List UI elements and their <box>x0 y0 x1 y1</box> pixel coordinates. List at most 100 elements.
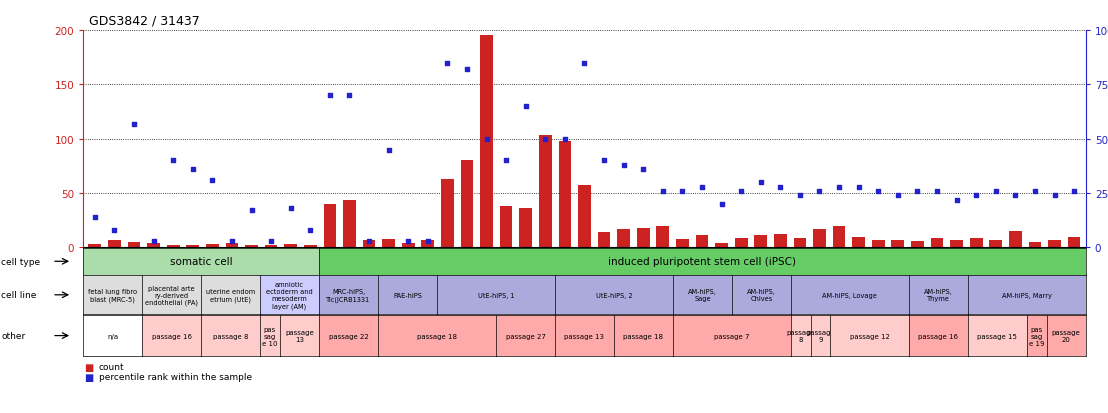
Bar <box>245 246 258 248</box>
Point <box>556 136 574 143</box>
Bar <box>421 240 434 248</box>
Point <box>987 188 1005 195</box>
Text: passage 8: passage 8 <box>213 333 248 339</box>
Bar <box>402 243 414 248</box>
Point <box>516 104 534 110</box>
Bar <box>755 236 767 248</box>
Point <box>399 238 417 244</box>
Point <box>340 93 358 99</box>
Text: amniotic
ectoderm and
mesoderm
layer (AM): amniotic ectoderm and mesoderm layer (AM… <box>266 281 312 309</box>
Bar <box>127 242 141 248</box>
Bar <box>1028 242 1042 248</box>
Point <box>732 188 750 195</box>
Text: cell type: cell type <box>1 257 40 266</box>
Text: passage
13: passage 13 <box>285 329 314 342</box>
Text: passage 18: passage 18 <box>417 333 456 339</box>
Text: passage 16: passage 16 <box>152 333 192 339</box>
Text: pas
sag
e 10: pas sag e 10 <box>263 326 278 346</box>
Text: UtE-hiPS, 2: UtE-hiPS, 2 <box>596 292 633 298</box>
Bar <box>304 246 317 248</box>
Bar <box>813 229 825 248</box>
Text: PAE-hiPS: PAE-hiPS <box>393 292 422 298</box>
Bar <box>637 228 649 248</box>
Bar <box>892 240 904 248</box>
Text: passage 22: passage 22 <box>329 333 368 339</box>
Text: passage 18: passage 18 <box>624 333 664 339</box>
Bar <box>343 200 356 248</box>
Bar <box>735 238 748 248</box>
Point <box>478 136 495 143</box>
Point <box>145 238 163 244</box>
Text: passage 16: passage 16 <box>919 333 958 339</box>
Point <box>850 184 868 190</box>
Point <box>105 227 123 234</box>
Bar <box>265 246 277 248</box>
Text: other: other <box>1 331 25 340</box>
Bar <box>324 204 336 248</box>
Point <box>125 121 143 128</box>
Bar <box>617 229 630 248</box>
Point <box>439 60 456 67</box>
Point <box>791 192 809 199</box>
Bar <box>362 240 376 248</box>
Text: percentile rank within the sample: percentile rank within the sample <box>99 372 252 381</box>
Bar <box>951 240 963 248</box>
Point <box>1026 188 1044 195</box>
Point <box>419 238 437 244</box>
Text: cell line: cell line <box>1 291 37 299</box>
Text: AM-hiPS,
Sage: AM-hiPS, Sage <box>688 289 717 301</box>
Point <box>380 147 398 154</box>
Bar <box>206 244 218 248</box>
Text: GDS3842 / 31437: GDS3842 / 31437 <box>89 14 199 27</box>
Bar <box>500 206 513 248</box>
Point <box>967 192 985 199</box>
Bar <box>970 238 983 248</box>
Text: somatic cell: somatic cell <box>170 256 233 267</box>
Bar <box>186 246 199 248</box>
Bar <box>89 244 101 248</box>
Bar <box>109 240 121 248</box>
Point <box>1006 192 1024 199</box>
Text: passage 27: passage 27 <box>505 333 545 339</box>
Bar <box>520 209 532 248</box>
Point <box>771 184 789 190</box>
Bar <box>774 235 787 248</box>
Point <box>615 162 633 169</box>
Bar <box>833 226 845 248</box>
Text: pas
sag
e 19: pas sag e 19 <box>1029 326 1045 346</box>
Text: passage
20: passage 20 <box>1051 329 1080 342</box>
Text: passage 12: passage 12 <box>850 333 890 339</box>
Text: ■: ■ <box>84 363 93 373</box>
Point <box>595 158 613 164</box>
Bar <box>911 241 924 248</box>
Point <box>204 177 222 184</box>
Bar <box>656 226 669 248</box>
Bar <box>441 180 454 248</box>
Point <box>301 227 319 234</box>
Point <box>909 188 926 195</box>
Text: uterine endom
etrium (UtE): uterine endom etrium (UtE) <box>206 288 255 302</box>
Bar <box>226 243 238 248</box>
Bar <box>285 244 297 248</box>
Point <box>360 238 378 244</box>
Point <box>86 214 104 221</box>
Point <box>694 184 711 190</box>
Text: induced pluripotent stem cell (iPSC): induced pluripotent stem cell (iPSC) <box>608 256 797 267</box>
Text: AM-hiPS,
Chives: AM-hiPS, Chives <box>747 289 776 301</box>
Bar <box>1048 240 1060 248</box>
Bar <box>382 239 394 248</box>
Text: passage 7: passage 7 <box>715 333 750 339</box>
Point <box>811 188 829 195</box>
Bar <box>558 142 572 248</box>
Text: fetal lung fibro
blast (MRC-5): fetal lung fibro blast (MRC-5) <box>88 288 137 302</box>
Text: n/a: n/a <box>107 333 119 339</box>
Point <box>223 238 240 244</box>
Point <box>830 184 848 190</box>
Bar <box>167 246 179 248</box>
Point <box>1065 188 1083 195</box>
Point <box>263 238 280 244</box>
Text: count: count <box>99 363 124 372</box>
Point <box>497 158 515 164</box>
Bar <box>1068 237 1080 248</box>
Bar <box>793 238 807 248</box>
